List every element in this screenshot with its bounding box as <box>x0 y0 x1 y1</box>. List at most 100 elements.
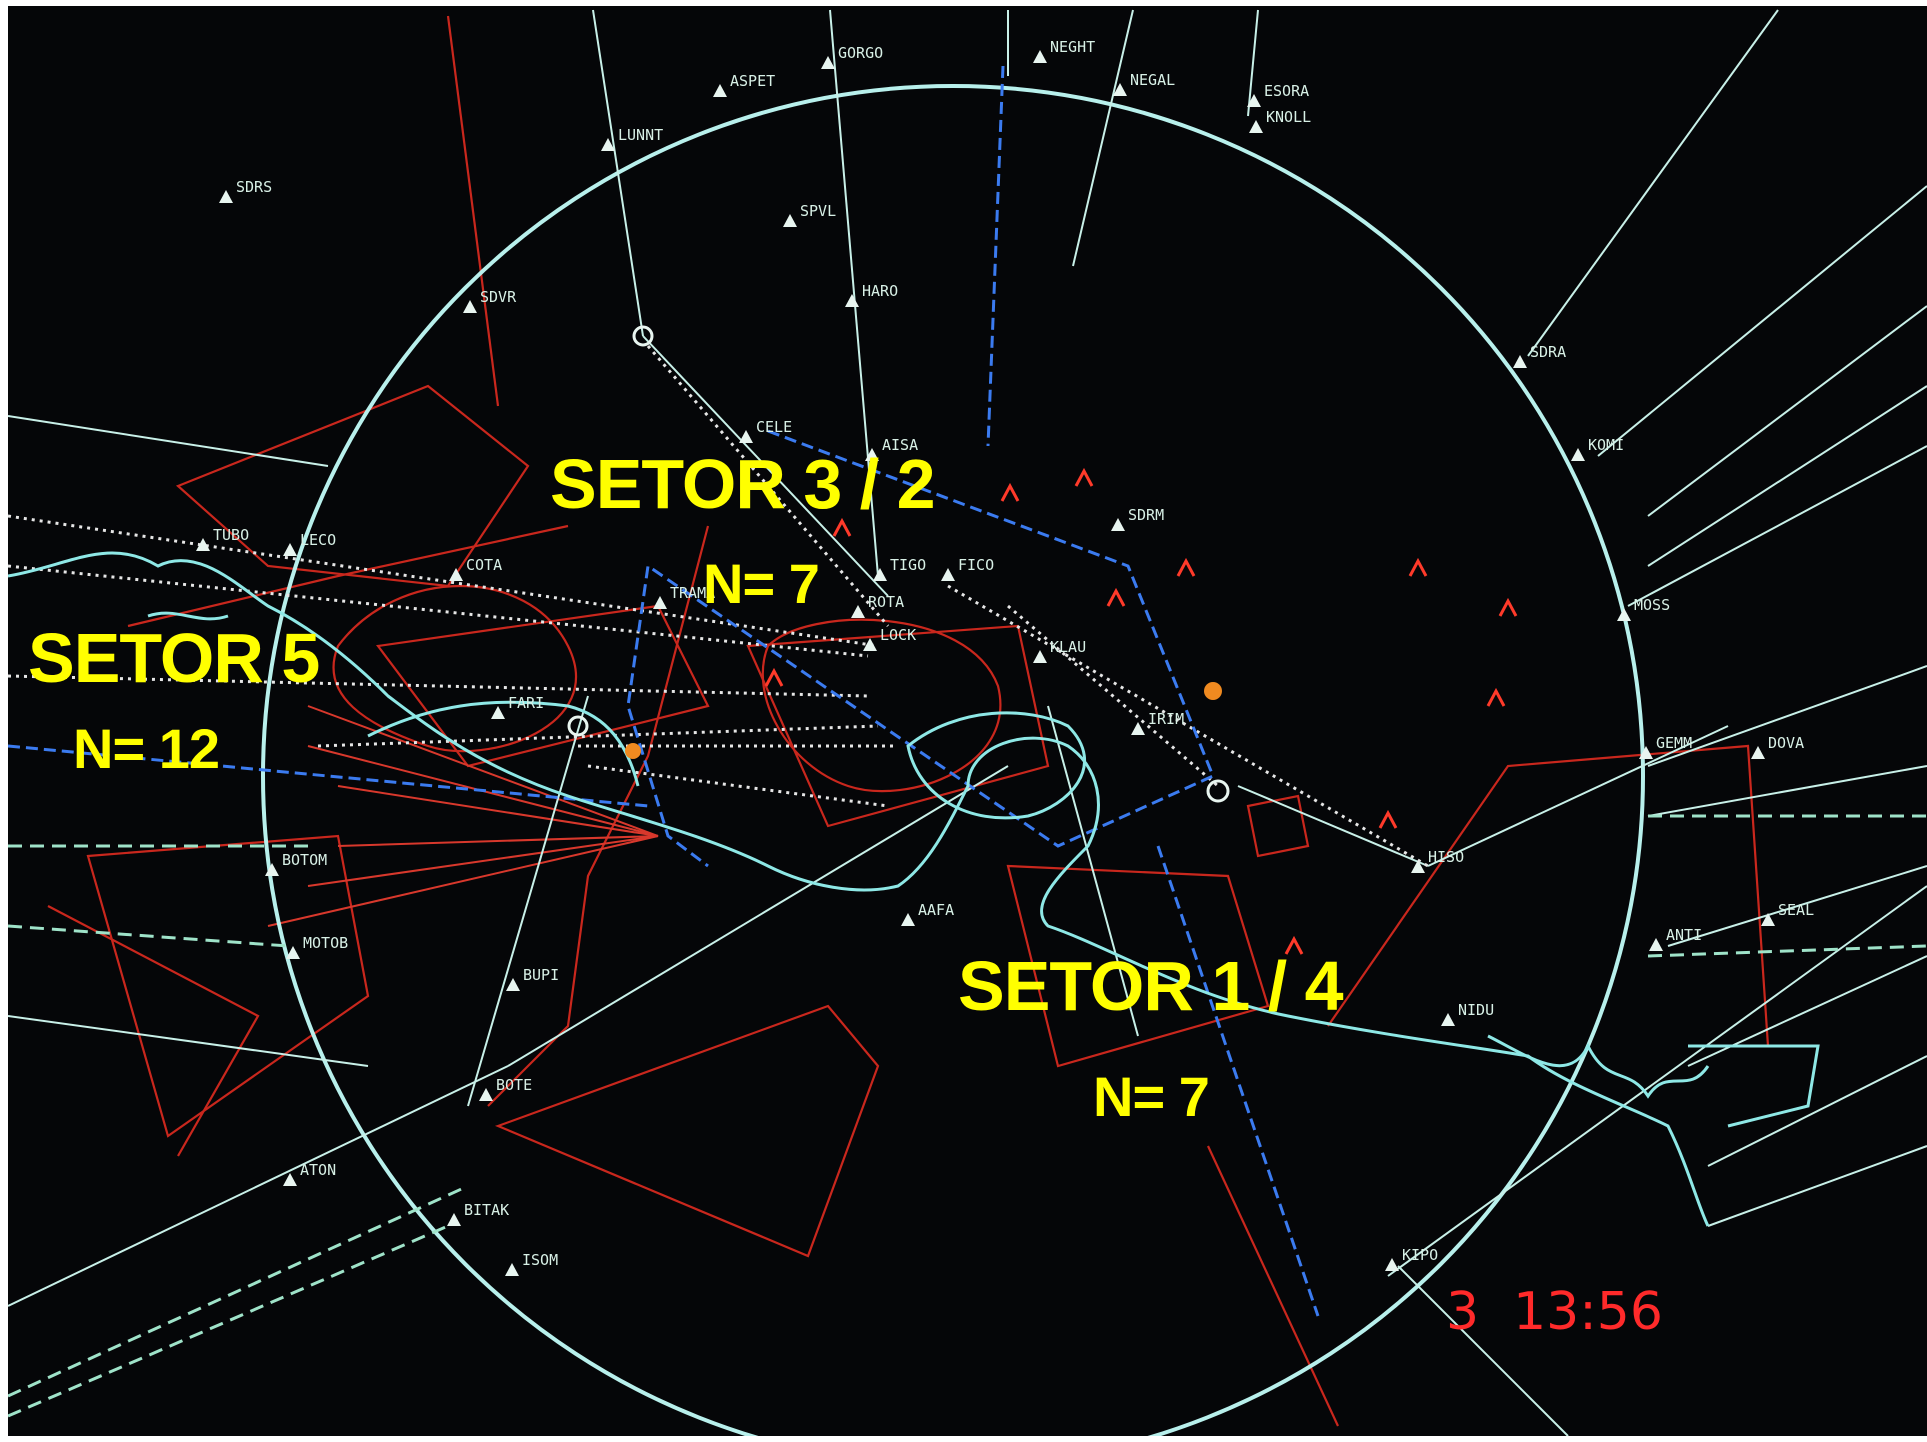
fix-label: ATON <box>300 1161 336 1179</box>
sector-boundary <box>8 65 1320 1317</box>
fix-seal: SEAL <box>1761 901 1814 926</box>
fix-triangle-icon <box>447 1213 461 1226</box>
fix-label: ANTI <box>1666 926 1702 944</box>
fix-triangle-icon <box>491 706 505 719</box>
fix-knoll: KNOLL <box>1249 108 1311 133</box>
fix-label: NIDU <box>1458 1001 1494 1019</box>
fix-gemm: GEMM <box>1639 734 1692 759</box>
fix-label: TIGO <box>890 556 926 574</box>
fix-sdvr: SDVR <box>463 288 517 313</box>
fix-label: KLAU <box>1050 638 1086 656</box>
fix-moss: MOSS <box>1617 596 1670 621</box>
fix-label: CELE <box>756 418 792 436</box>
fix-label: SEAL <box>1778 901 1814 919</box>
fix-fari: FARI <box>491 694 544 719</box>
fix-triangle-icon <box>1033 650 1047 663</box>
range-ring <box>261 84 1645 1436</box>
fix-triangle-icon <box>851 605 865 618</box>
fix-isom: ISOM <box>505 1251 558 1276</box>
fix-motob: MOTOB <box>286 934 348 959</box>
fix-sdrm: SDRM <box>1111 506 1164 531</box>
fix-anti: ANTI <box>1649 926 1702 951</box>
fix-label: SDRA <box>1530 343 1566 361</box>
fix-triangle-icon <box>713 84 727 97</box>
fix-label: NEGAL <box>1130 71 1175 89</box>
fix-aisa: AISA <box>865 436 918 461</box>
sector-count-1-4: N= 7 <box>1093 1065 1210 1128</box>
fix-label: MOTOB <box>303 934 348 952</box>
fix-label: FARI <box>508 694 544 712</box>
fix-triangle-icon <box>283 543 297 556</box>
fix-esora: ESORA <box>1247 82 1309 107</box>
airways <box>8 9 1927 1436</box>
fix-bitak: BITAK <box>447 1201 509 1226</box>
fix-label: KIPO <box>1402 1246 1438 1264</box>
fix-triangle-icon <box>739 430 753 443</box>
fix-label: IRIM <box>1148 710 1184 728</box>
fix-komi: KOMI <box>1571 436 1624 461</box>
fix-label: GORGO <box>838 44 883 62</box>
fix-triangle-icon <box>1385 1258 1399 1271</box>
fix-aspet: ASPET <box>713 72 775 97</box>
fix-label: ISOM <box>522 1251 558 1269</box>
fix-fico: FICO <box>941 556 994 581</box>
fix-rota: ROTA <box>851 593 904 618</box>
fix-tigo: TIGO <box>873 556 926 581</box>
fix-negal: NEGAL <box>1113 71 1175 96</box>
fix-triangle-icon <box>1639 746 1653 759</box>
fix-label: HARO <box>862 282 898 300</box>
fix-label: SDVR <box>480 288 517 306</box>
fix-sdrs: SDRS <box>219 178 272 203</box>
fix-triangle-icon <box>783 214 797 227</box>
fix-triangle-icon <box>265 863 279 876</box>
fix-label: BOTOM <box>282 851 327 869</box>
fix-triangle-icon <box>1247 94 1261 107</box>
fix-triangle-icon <box>1113 83 1127 96</box>
fix-tubo: TUBO <box>196 526 249 551</box>
fix-triangle-icon <box>283 1173 297 1186</box>
fix-triangle-icon <box>1617 608 1631 621</box>
fix-label: BOTE <box>496 1076 532 1094</box>
sector-label-3-2: SETOR 3 / 2 <box>550 445 936 523</box>
fix-neght: NEGHT <box>1033 38 1095 63</box>
navigation-fixes: LUNNT ASPET GORGO NEGHT NEGAL ESORA KNOLL SDRS S… <box>196 38 1814 1276</box>
fix-dova: DOVA <box>1751 734 1804 759</box>
sector-label-5: SETOR 5 <box>28 619 320 697</box>
sector-count-3-2: N= 7 <box>703 552 820 615</box>
fix-triangle-icon <box>1571 448 1585 461</box>
fix-nidu: NIDU <box>1441 1001 1494 1026</box>
radar-display: LUNNT ASPET GORGO NEGHT NEGAL ESORA KNOLL SDRS S… <box>8 6 1927 1436</box>
fix-irim: IRIM <box>1131 710 1184 735</box>
fix-lock: LOCK <box>863 626 916 651</box>
radar-scope: LUNNT ASPET GORGO NEGHT NEGAL ESORA KNOLL SDRS S… <box>8 9 1927 1436</box>
coastline <box>8 551 1820 1227</box>
fix-label: LUNNT <box>618 126 663 144</box>
fix-klau: KLAU <box>1033 638 1086 663</box>
fix-label: LOCK <box>880 626 916 644</box>
fix-label: COTA <box>466 556 502 574</box>
orange-targets <box>625 682 1222 759</box>
fix-lunnt: LUNNT <box>601 126 663 151</box>
fix-triangle-icon <box>653 596 667 609</box>
clock-time: 13:56 <box>1513 1282 1663 1342</box>
fix-gorgo: GORGO <box>821 44 883 69</box>
fix-label: LECO <box>300 531 336 549</box>
fix-trama: TRAMA <box>653 584 715 609</box>
fix-triangle-icon <box>1513 355 1527 368</box>
fix-label: SPVL <box>800 202 836 220</box>
fix-triangle-icon <box>1131 722 1145 735</box>
fix-triangle-icon <box>1033 50 1047 63</box>
fix-bote: BOTE <box>479 1076 532 1101</box>
fix-label: NEGHT <box>1050 38 1095 56</box>
sector-label-1-4: SETOR 1 / 4 <box>958 947 1344 1025</box>
fix-label: AISA <box>882 436 918 454</box>
fix-triangle-icon <box>873 568 887 581</box>
fix-cota: COTA <box>449 556 502 581</box>
fix-label: FICO <box>958 556 994 574</box>
fix-triangle-icon <box>845 294 859 307</box>
fix-triangle-icon <box>505 1263 519 1276</box>
sector-count-5: N= 12 <box>73 717 220 780</box>
fix-kipo: KIPO <box>1385 1246 1438 1271</box>
radar-clock: 3 13:56 <box>1446 1282 1697 1342</box>
clock-day: 3 <box>1446 1282 1480 1342</box>
